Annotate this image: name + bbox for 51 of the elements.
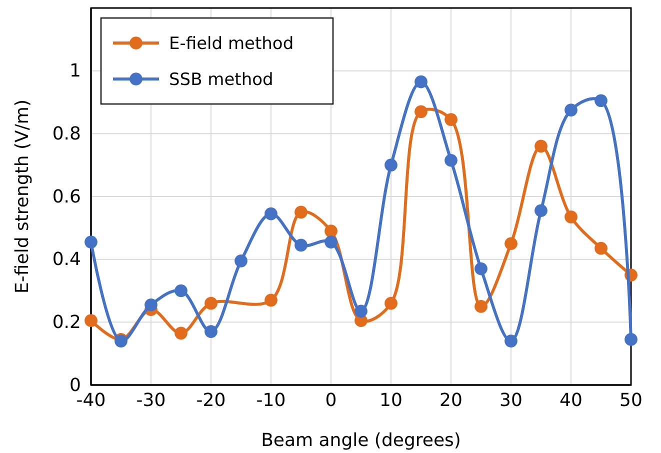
point: [534, 140, 548, 153]
point: [534, 204, 548, 218]
point: [504, 237, 518, 250]
y-tick-label: 1: [70, 60, 81, 82]
y-tick-label: 0.4: [52, 249, 81, 270]
point: [624, 333, 638, 346]
point: [174, 326, 188, 340]
point: [294, 206, 308, 219]
x-tick-label: -20: [196, 390, 226, 411]
point: [444, 113, 458, 126]
point: [144, 298, 158, 312]
point: [84, 236, 98, 248]
x-tick-label: 30: [500, 390, 522, 411]
legend-label: E-field method: [169, 34, 294, 54]
point: [324, 236, 338, 248]
x-tick-label: 40: [560, 390, 582, 411]
point: [234, 254, 248, 268]
legend-label: SSB method: [169, 70, 274, 90]
point: [414, 75, 428, 88]
point: [384, 158, 398, 172]
x-tick-label: 10: [380, 390, 402, 411]
point: [564, 210, 578, 224]
point: [474, 262, 488, 276]
x-tick-label: -10: [256, 390, 286, 411]
point: [594, 242, 608, 255]
y-tick-label: 0.6: [52, 186, 81, 208]
y-tick-label: 0.2: [52, 312, 81, 333]
point: [444, 154, 458, 167]
x-tick-label: 20: [440, 390, 462, 411]
point: [204, 325, 218, 338]
point: [204, 296, 218, 310]
x-axis-title: Beam angle (degrees): [261, 430, 461, 451]
x-tick-label: 50: [620, 390, 642, 411]
point: [504, 334, 518, 348]
point: [294, 238, 308, 252]
point: [324, 224, 338, 238]
point: [354, 304, 368, 318]
point: [414, 105, 428, 118]
point: [474, 300, 488, 313]
x-tick-label: -30: [136, 390, 166, 411]
y-tick-label: 0: [70, 374, 81, 396]
point: [264, 294, 278, 307]
point: [174, 284, 188, 298]
point: [384, 296, 398, 310]
point: [594, 94, 608, 108]
point: [84, 314, 98, 328]
point: [264, 207, 278, 220]
y-tick-label: 0.8: [52, 123, 81, 144]
point: [564, 104, 578, 117]
y-axis-title: E-field strength (V/m): [12, 100, 33, 294]
x-tick-label: 0: [325, 390, 337, 411]
